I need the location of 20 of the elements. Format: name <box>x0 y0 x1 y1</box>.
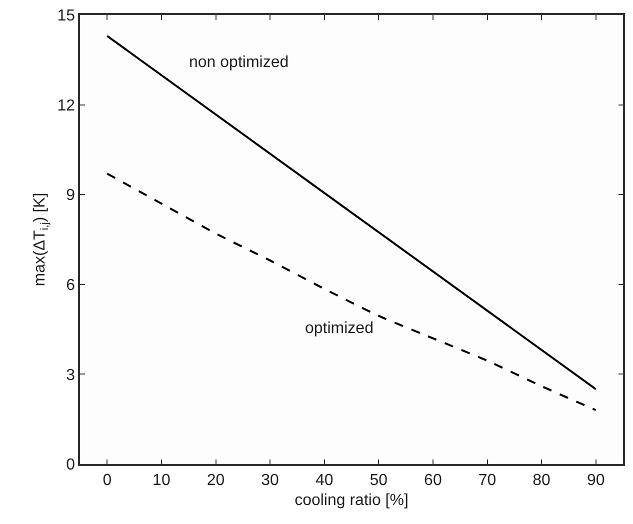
x-axis-title: cooling ratio [%] <box>294 492 408 510</box>
series-label: optimized <box>305 320 374 337</box>
y-tick-label: 6 <box>66 277 76 294</box>
x-tick-label: 10 <box>152 472 170 489</box>
line-series <box>106 172 597 412</box>
x-tick-label: 90 <box>586 472 605 489</box>
y-tick-label: 0 <box>66 456 76 474</box>
x-tick-label: 20 <box>206 472 225 489</box>
y-tick-label: 15 <box>57 8 76 25</box>
x-tick-label: 40 <box>315 472 334 489</box>
x-tick-label: 30 <box>261 472 280 489</box>
y-tick-label: 9 <box>66 187 76 204</box>
series-label: non optimized <box>189 54 289 71</box>
x-tick-label: 70 <box>478 472 496 489</box>
x-tick-label: 50 <box>370 472 388 489</box>
x-tick-label: 60 <box>424 472 442 489</box>
x-tick-label: 0 <box>102 472 112 489</box>
y-tick-label: 12 <box>57 97 76 114</box>
x-tick-label: 80 <box>532 472 551 489</box>
y-tick-label: 3 <box>66 366 76 384</box>
